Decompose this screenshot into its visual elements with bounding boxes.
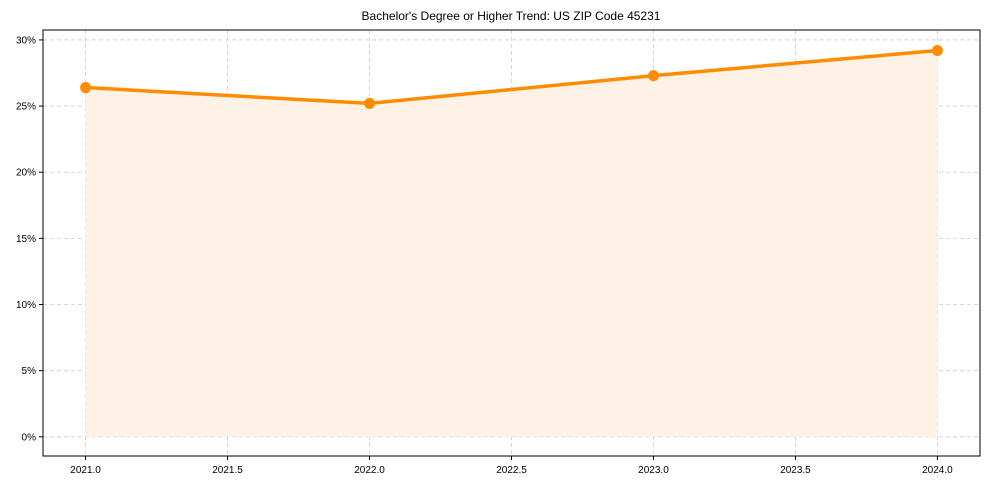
- x-tick-label: 2021.5: [212, 465, 243, 476]
- x-tick-label: 2021.0: [70, 465, 101, 476]
- y-tick-label: 15%: [16, 234, 36, 245]
- series-line: [85, 48, 938, 106]
- chart-title: Bachelor's Degree or Higher Trend: US ZI…: [362, 9, 661, 23]
- data-markers: [80, 45, 943, 109]
- y-tick-label: 25%: [16, 102, 36, 113]
- y-tick-label: 20%: [16, 168, 36, 179]
- x-tick-label: 2023.5: [780, 465, 811, 476]
- data-point-marker: [364, 97, 376, 109]
- x-axis: 2021.0 2021.5 2022.0 2022.5 2023.0 2023.5 2024…: [70, 456, 953, 476]
- data-point-marker: [647, 70, 659, 82]
- y-tick-label: 10%: [16, 300, 36, 311]
- x-tick-label: 2022.0: [354, 465, 385, 476]
- y-tick-label: 5%: [22, 366, 37, 377]
- area-fill: [85, 50, 938, 437]
- x-tick-label: 2024.0: [922, 465, 953, 476]
- y-tick-label: 0%: [22, 432, 37, 443]
- x-tick-label: 2023.0: [638, 465, 669, 476]
- x-tick-label: 2022.5: [496, 465, 527, 476]
- y-tick-label: 30%: [16, 35, 36, 46]
- data-point-marker: [80, 82, 92, 94]
- data-point-marker: [931, 45, 943, 57]
- y-axis: 0% 5% 10% 15% 20% 25% 30%: [16, 35, 43, 443]
